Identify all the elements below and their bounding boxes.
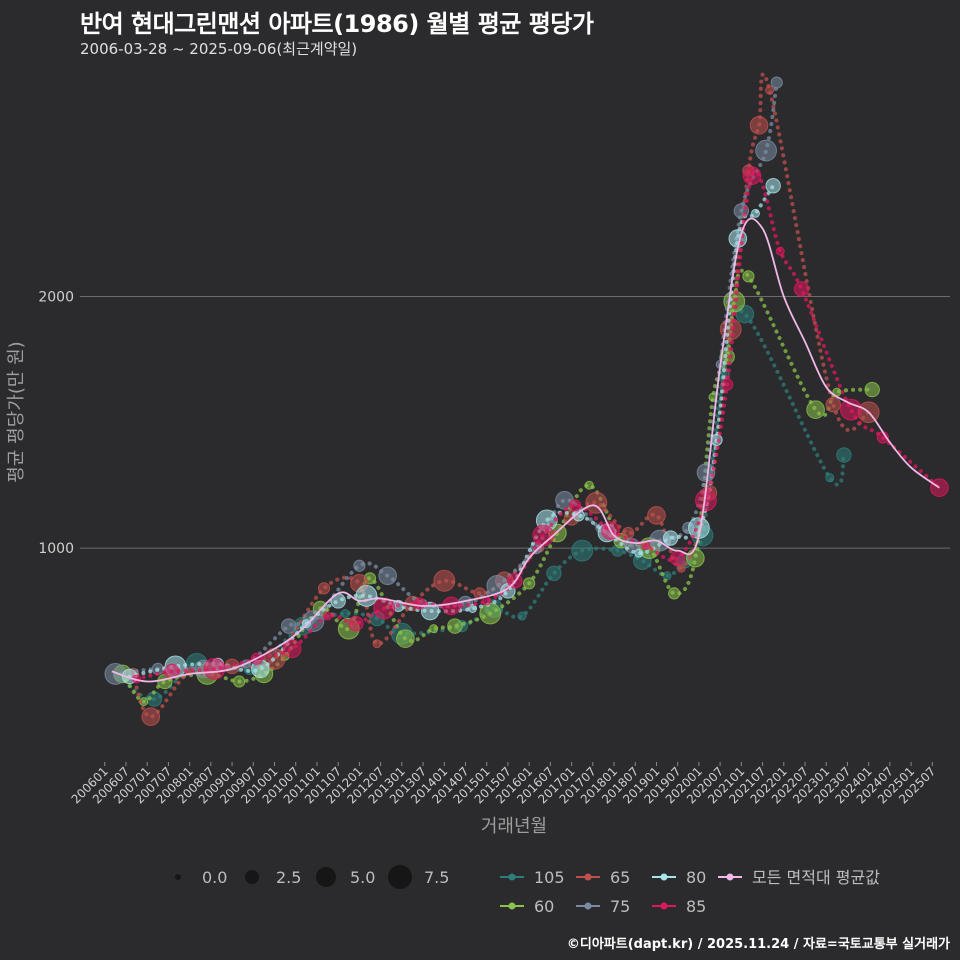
data-point-85	[569, 499, 582, 512]
data-point-65	[433, 569, 456, 592]
data-point-85	[669, 550, 686, 566]
series-105	[114, 304, 852, 707]
legend-dot-105	[508, 873, 516, 881]
data-point-85	[348, 615, 364, 632]
legend-dot-85	[660, 902, 668, 910]
data-point-80	[662, 530, 679, 546]
legend-label-65: 65	[610, 868, 630, 887]
data-point-80	[634, 548, 644, 558]
y-axis-label: 평균 평당가(만 원)	[6, 341, 27, 482]
legend-label-85: 85	[686, 897, 706, 916]
data-point-60	[864, 381, 880, 398]
series-60	[113, 268, 880, 707]
size-legend-marker	[175, 874, 181, 880]
size-legend-marker	[316, 867, 336, 887]
data-point-60	[742, 270, 755, 283]
series-trend-105	[116, 308, 846, 702]
data-point-85	[282, 639, 302, 659]
data-point-65	[765, 85, 775, 95]
data-point-65	[825, 396, 841, 413]
gridlines	[80, 295, 950, 549]
data-point-85	[203, 657, 226, 680]
y-axis-ticks: 1000 2000	[38, 289, 74, 557]
data-point-105	[546, 565, 562, 581]
legend-dot-모든 면적대 평균값	[726, 873, 734, 881]
data-point-75	[755, 139, 777, 162]
data-point-75	[280, 618, 297, 634]
data-point-105	[836, 447, 852, 463]
data-point-85	[532, 524, 555, 547]
data-point-75	[770, 76, 783, 89]
legend-dot-80	[660, 873, 668, 881]
size-legend-marker	[245, 870, 259, 884]
size-legend-label: 7.5	[424, 868, 449, 887]
chart-subtitle: 2006-03-28 ~ 2025-09-06(최근계약일)	[80, 40, 358, 58]
data-point-75	[378, 566, 397, 586]
size-legend-label: 0.0	[202, 868, 227, 887]
data-point-85	[742, 166, 762, 185]
legend-label-105: 105	[534, 868, 565, 887]
data-point-65	[749, 116, 769, 135]
data-point-65	[585, 491, 608, 514]
legend-label-80: 80	[686, 868, 706, 887]
data-point-80	[468, 604, 478, 614]
data-point-75	[696, 463, 716, 482]
legend-dot-75	[584, 902, 592, 910]
y-tick-label: 2000	[38, 289, 74, 305]
data-point-80	[355, 585, 378, 607]
data-point-85	[323, 611, 333, 621]
data-point-85	[482, 596, 492, 606]
data-point-105	[825, 473, 835, 483]
data-point-85	[775, 246, 785, 256]
data-point-65	[647, 506, 666, 525]
footer-credit: ©디아파트(dapt.kr) / 2025.11.24 / 자료=국토교통부 실…	[566, 937, 950, 952]
data-point-105	[340, 609, 350, 619]
data-point-60	[396, 629, 415, 648]
data-point-60	[668, 587, 681, 600]
x-axis-label: 거래년월	[481, 816, 547, 837]
legend-label-75: 75	[610, 897, 630, 916]
data-point-60	[584, 480, 594, 490]
data-point-60	[233, 675, 246, 688]
series-trend-85	[134, 170, 942, 681]
data-marks	[104, 72, 949, 727]
data-point-75	[353, 559, 366, 572]
chart-title: 반여 현대그린맨션 아파트(1986) 월별 평균 평당가	[80, 10, 594, 38]
size-legend: 0.0 2.5 5.0 7.5	[175, 865, 449, 889]
size-legend-label: 5.0	[350, 868, 375, 887]
average-line-path	[111, 217, 940, 683]
data-point-80	[765, 178, 781, 194]
data-point-105	[517, 611, 527, 621]
data-point-85	[793, 281, 810, 297]
data-point-85	[413, 597, 426, 610]
data-point-85	[840, 398, 862, 421]
data-point-80	[750, 208, 760, 218]
average-line	[111, 217, 940, 683]
legend-dot-65	[584, 873, 592, 881]
y-tick-label: 1000	[38, 541, 74, 557]
x-axis-ticks: 2006012006072007012007072008012008072009…	[69, 762, 938, 807]
series-65	[126, 72, 880, 727]
legend-label-모든 면적대 평균값: 모든 면적대 평균값	[752, 868, 880, 887]
series-legend: 105 65 80 모든 면적대 평균값 60 75 85	[500, 868, 880, 916]
series-85	[132, 166, 949, 684]
data-point-65	[317, 582, 331, 595]
data-point-105	[571, 539, 594, 562]
data-point-60	[523, 577, 536, 590]
size-legend-marker	[388, 865, 412, 889]
legend-dot-60	[508, 902, 516, 910]
data-point-80	[301, 619, 311, 629]
data-point-85	[442, 596, 461, 616]
data-point-65	[141, 707, 161, 727]
data-point-60	[447, 618, 463, 634]
data-point-60	[806, 400, 825, 420]
legend-label-60: 60	[534, 897, 554, 916]
data-point-85	[721, 378, 734, 391]
size-legend-label: 2.5	[276, 868, 301, 887]
data-point-60	[429, 624, 439, 634]
data-point-65	[372, 639, 382, 649]
